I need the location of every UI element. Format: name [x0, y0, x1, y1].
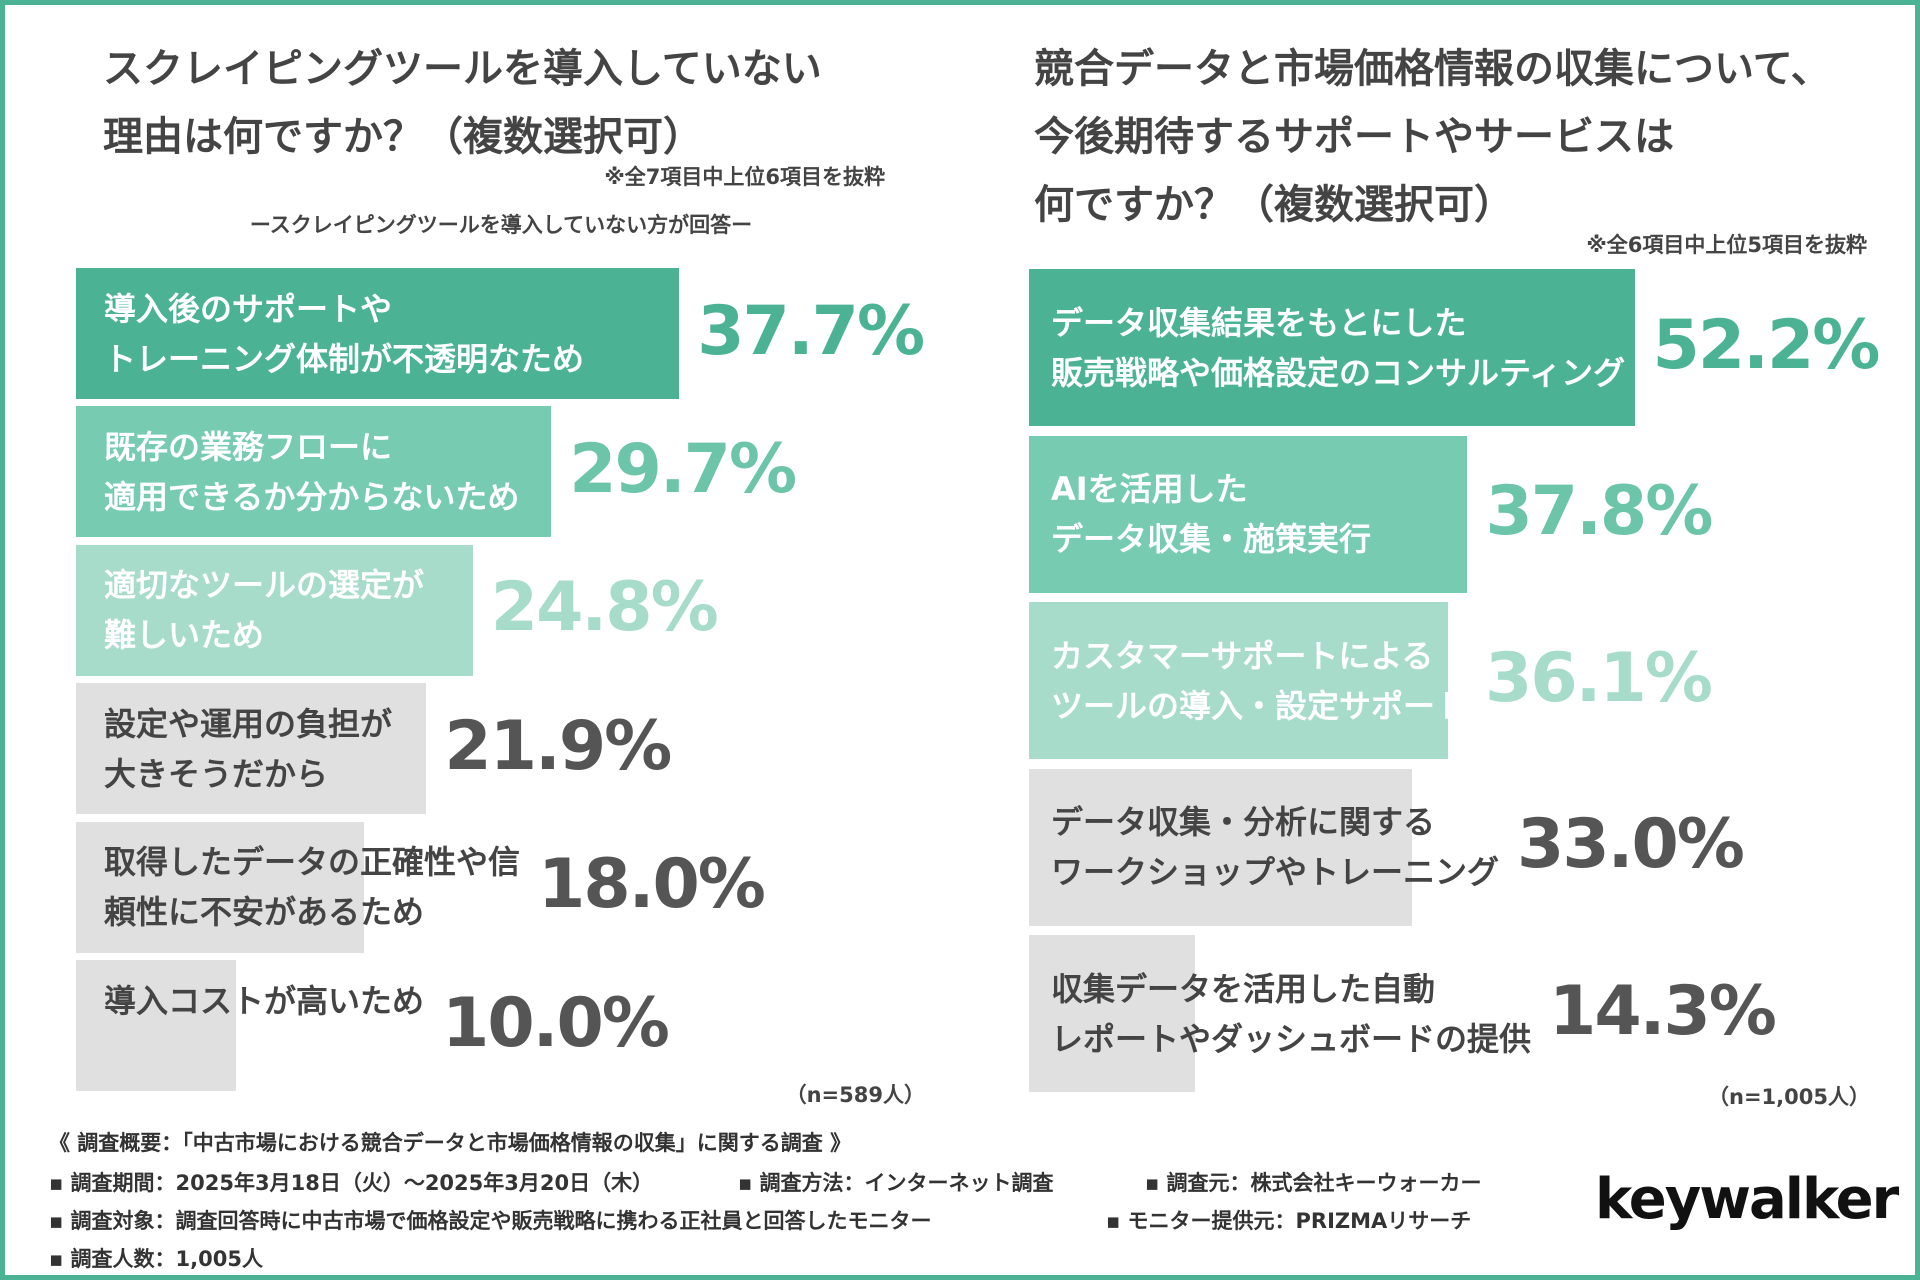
footer-item: ▪ 調査期間：2025年3月18日（火）～2025年3月20日（木） — [49, 1171, 654, 1195]
sample-size: （n=1,005人） — [1708, 1085, 1870, 1109]
chart-subtitle: ースクレイピングツールを導入していない方が回答ー — [249, 213, 753, 237]
category-label: 適切なツールの選定が 難しいため — [104, 566, 425, 655]
category-label: カスタマーサポートによる ツールの導入・設定サポート — [1051, 636, 1468, 725]
bar — [76, 544, 473, 676]
bar — [76, 821, 364, 953]
value-label: 24.8% — [490, 568, 719, 648]
value-label: 21.9% — [444, 706, 672, 786]
chart-title: 競合データと市場価格情報の収集について、 今後期待するサポートやサービスは 何で… — [1034, 46, 1831, 228]
bar — [1029, 768, 1412, 926]
value-label: 33.0% — [1517, 805, 1745, 884]
bar — [76, 960, 236, 1091]
category-label: データ収集・分析に関する ワークショップやトレーニング — [1051, 803, 1500, 891]
bar — [76, 406, 552, 538]
value-label: 29.7% — [569, 429, 797, 509]
chart-note: ※全6項目中上位5項目を抜粋 — [1586, 233, 1867, 257]
bar — [76, 268, 680, 399]
footer-item: ▪ モニター提供元：PRIZMAリサーチ — [1106, 1209, 1472, 1233]
footer-item: ▪ 調査人数：1,005人 — [49, 1247, 263, 1271]
footer-item: ▪ 調査方法：インターネット調査 — [738, 1171, 1054, 1195]
value-label: 36.1% — [1485, 638, 1713, 718]
value-label: 10.0% — [442, 983, 670, 1063]
footer-heading: 《 調査概要：「中古市場における競合データと市場価格情報の収集」に関する調査 》 — [49, 1131, 852, 1155]
value-label: 52.2% — [1652, 305, 1881, 385]
bar — [1029, 435, 1468, 593]
bar — [76, 683, 427, 815]
chart-title: スクレイピングツールを導入していない 理由は何ですか？（複数選択可） — [103, 46, 822, 160]
category-label: データ収集結果をもとにした 販売戦略や価格設定のコンサルティング — [1051, 303, 1626, 392]
value-label: 14.3% — [1549, 971, 1777, 1051]
category-label: 導入コストが高いため — [104, 981, 425, 1020]
footer-item: ▪ 調査元：株式会社キーウォーカー — [1145, 1171, 1482, 1195]
value-label: 18.0% — [538, 845, 766, 925]
footer-item: ▪ 調査対象：調査回答時に中古市場で価格設定や販売戦略に携わる正社員と回答したモ… — [49, 1209, 932, 1233]
category-label: AIを活用した データ収集・施策実行 — [1051, 470, 1372, 558]
bar — [1029, 602, 1448, 759]
value-label: 37.8% — [1485, 472, 1713, 551]
bar — [1029, 269, 1635, 426]
value-label: 37.7% — [697, 291, 925, 371]
bar — [1029, 935, 1195, 1092]
logo: keywalker — [1595, 1167, 1899, 1232]
chart-note: ※全7項目中上位6項目を抜粋 — [604, 165, 885, 189]
sample-size: （n=589人） — [785, 1083, 925, 1107]
category-label: 取得したデータの正確性や信 頼性に不安があるため — [104, 843, 521, 932]
category-label: 導入後のサポートや トレーニング体制が不透明なため — [104, 289, 585, 378]
category-label: 設定や運用の負担が 大きそうだから — [104, 704, 393, 793]
category-label: 収集データを活用した自動 レポートやダッシュボードの提供 — [1051, 969, 1532, 1058]
category-label: 既存の業務フローに 適用できるか分からないため — [104, 427, 520, 516]
